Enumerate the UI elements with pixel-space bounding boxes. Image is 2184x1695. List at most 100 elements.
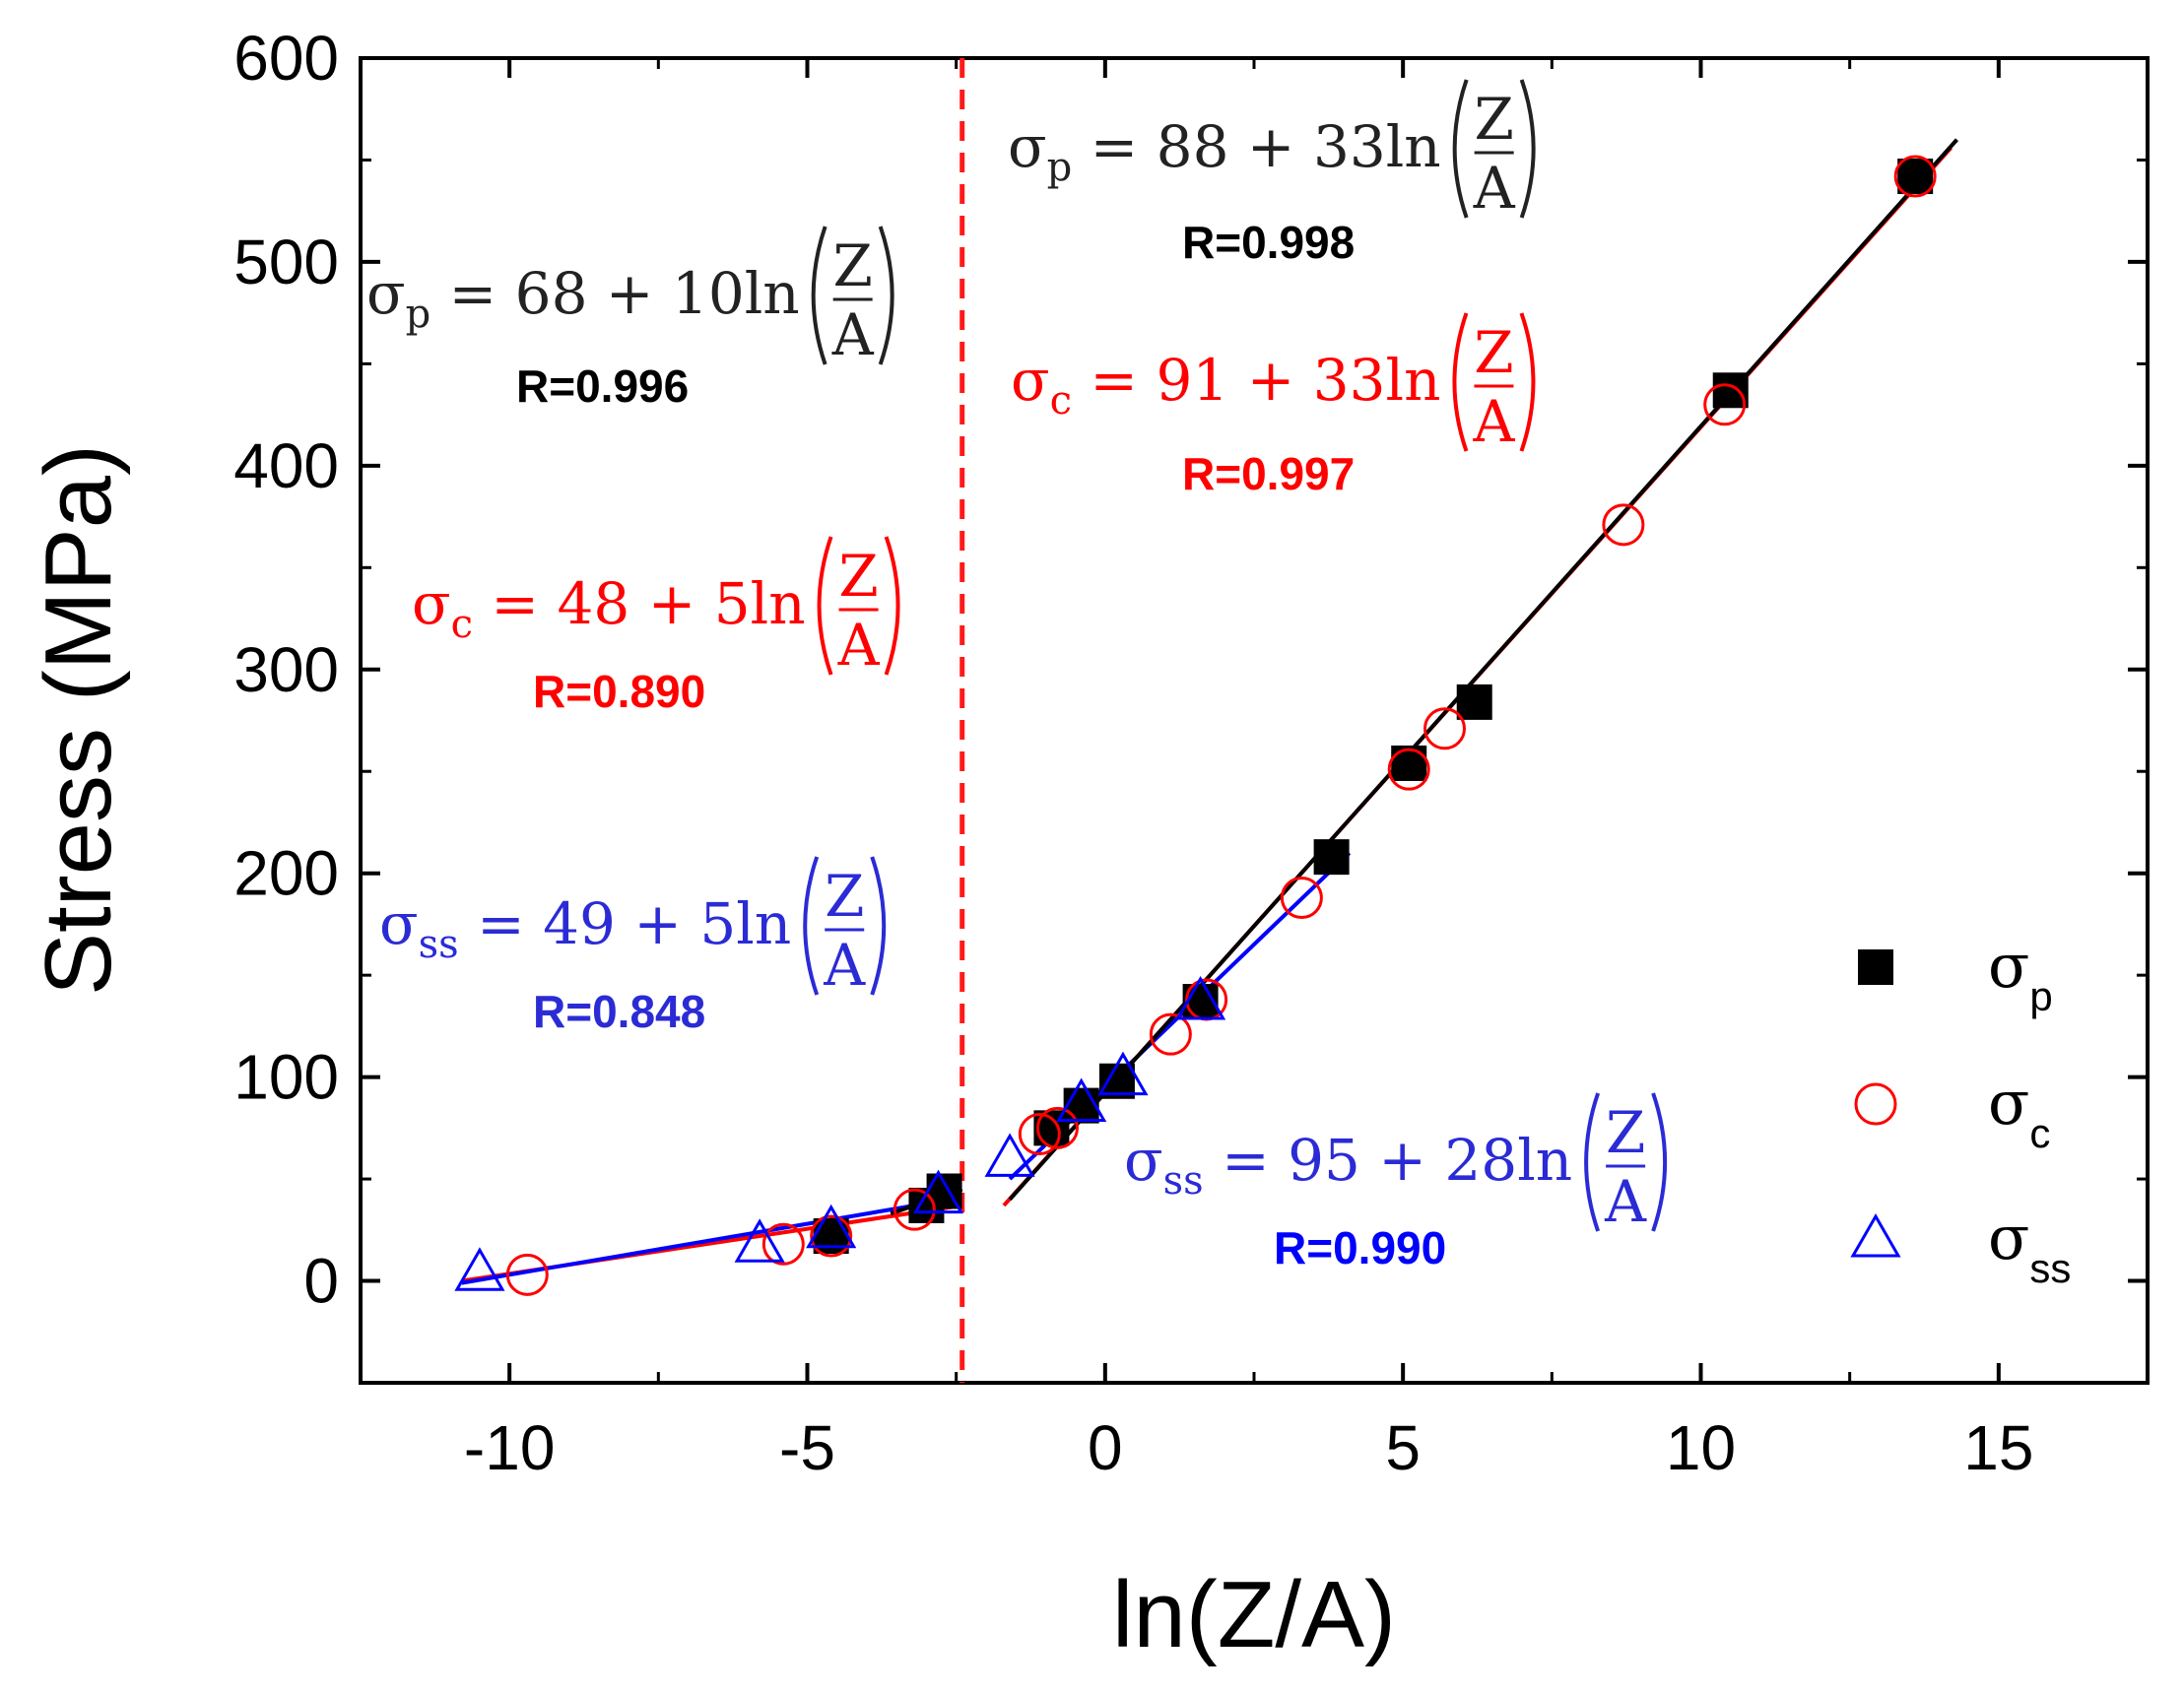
fraction-denominator: A (823, 932, 866, 999)
circle-point-c (1602, 503, 1645, 547)
r-value: R=0.990 (1274, 1222, 1446, 1273)
axis-tick-labels: -10 -5 0 5 10 15 0 100 200 300 400 500 600 (233, 23, 2033, 1483)
fraction-denominator: A (837, 612, 881, 679)
legend-item-ss: σss (1850, 1202, 2071, 1291)
equation-symbol: σ (1124, 1127, 1163, 1194)
r-value: R=0.848 (533, 986, 705, 1037)
y-tick-label: 300 (233, 634, 339, 705)
legend-subscript: c (2029, 1110, 2050, 1156)
data-points (454, 155, 1937, 1296)
square-point-p (1897, 159, 1934, 195)
legend-subscript: ss (2029, 1245, 2071, 1291)
equation-rhs: = 49 + 5ln (459, 890, 792, 957)
square-point-p (813, 1218, 849, 1255)
legend-item-c: σc (1854, 1067, 2050, 1156)
equation-subscript: p (1047, 145, 1073, 190)
x-tick-label: 0 (1088, 1412, 1123, 1483)
right-paren (1519, 312, 1536, 452)
square-point-p (1313, 839, 1350, 876)
x-tick-label: -10 (464, 1412, 556, 1483)
triangle-point-ss (734, 1218, 785, 1263)
y-tick-label: 0 (303, 1246, 339, 1317)
legend-item-p: σp (1858, 930, 2053, 1019)
square-point-p (1391, 745, 1427, 781)
r-value: R=0.890 (533, 666, 705, 717)
equation-left-p: σp = 68 + 10ln ZA R=0.996 (366, 226, 894, 412)
legend-marker-square (1858, 949, 1893, 985)
triangle-point-ss (806, 1204, 857, 1249)
equation-right-ss: σss = 95 + 28ln ZA R=0.990 (1124, 1092, 1668, 1273)
circle-point-c (1035, 1106, 1079, 1149)
square-point-p (1712, 372, 1749, 409)
equation-text: σc = 91 + 33ln (1011, 347, 1440, 424)
fraction-numerator: Z (825, 863, 864, 930)
legend-subscript: p (2029, 973, 2052, 1019)
equation-symbol: σ (379, 890, 419, 957)
square-point-p (1456, 684, 1492, 720)
legend-symbol: σ (1988, 1202, 2029, 1273)
x-tick-label: 10 (1666, 1412, 1736, 1483)
equation-left-ss: σss = 49 + 5ln ZA R=0.848 (379, 856, 887, 1037)
y-tick-label: 600 (233, 23, 339, 94)
fraction-denominator: A (831, 301, 875, 368)
equation-symbol: σ (1008, 113, 1047, 180)
legend-marker-triangle (1850, 1212, 1901, 1258)
triangle-point-ss (1097, 1051, 1149, 1096)
left-paren (1584, 1092, 1601, 1232)
r-value: R=0.998 (1182, 217, 1355, 268)
equation-rhs: = 88 + 33ln (1072, 113, 1440, 180)
fraction-denominator: A (1604, 1168, 1647, 1235)
left-paren (1452, 79, 1469, 219)
legend-marker-circle (1854, 1082, 1897, 1126)
equation-rhs: = 48 + 5ln (473, 570, 806, 637)
x-tick-label: 5 (1385, 1412, 1421, 1483)
fit-line (1008, 138, 1958, 1202)
equation-left-c: σc = 48 + 5ln ZA R=0.890 (412, 536, 900, 717)
legend-label: σss (1988, 1202, 2071, 1291)
equation-rhs: = 68 + 10ln (430, 260, 799, 327)
right-paren (878, 226, 894, 365)
triangle-point-ss (912, 1169, 964, 1214)
axis-ticks (361, 56, 2148, 1383)
fraction-numerator: Z (1475, 86, 1514, 153)
equation-symbol: σ (366, 260, 406, 327)
square-point-p (1033, 1110, 1070, 1146)
square-point-p (1063, 1087, 1099, 1124)
y-axis-title: Stress (MPa) (26, 444, 131, 996)
fraction-numerator: Z (1606, 1099, 1645, 1166)
equation-subscript: c (1050, 378, 1072, 424)
right-paren (1519, 79, 1536, 219)
fraction-denominator: A (1473, 155, 1516, 222)
right-paren (870, 856, 887, 996)
legend-label: σp (1988, 930, 2053, 1019)
circle-point-c (761, 1222, 805, 1266)
y-tick-label: 200 (233, 838, 339, 909)
circle-point-c (1423, 707, 1466, 750)
equation-subscript: c (451, 602, 473, 647)
y-tick-label: 100 (233, 1042, 339, 1113)
equation-text: σss = 49 + 5ln (379, 890, 791, 967)
x-tick-label: 15 (1963, 1412, 2033, 1483)
circle-point-c (1280, 877, 1323, 920)
triangle-point-ss (984, 1133, 1035, 1177)
circle-point-c (1387, 748, 1430, 791)
equation-text: σss = 95 + 28ln (1124, 1127, 1572, 1204)
triangle-point-ss (1174, 976, 1226, 1020)
fit-line (461, 1197, 951, 1285)
equation-right-c: σc = 91 + 33ln ZA R=0.997 (1011, 312, 1536, 499)
left-paren (1452, 312, 1469, 452)
circle-point-c (1018, 1113, 1061, 1156)
circle-point-c (893, 1188, 936, 1231)
circle-point-c (1149, 1012, 1192, 1056)
y-tick-label: 400 (233, 430, 339, 501)
circle-point-c (810, 1214, 853, 1258)
equation-subscript: ss (1163, 1158, 1204, 1204)
equation-symbol: σ (412, 570, 451, 637)
circle-point-c (1893, 155, 1937, 198)
left-paren (811, 226, 827, 365)
triangle-point-ss (1056, 1077, 1107, 1123)
legend-symbol: σ (1988, 1067, 2029, 1139)
fraction-numerator: Z (833, 232, 873, 299)
